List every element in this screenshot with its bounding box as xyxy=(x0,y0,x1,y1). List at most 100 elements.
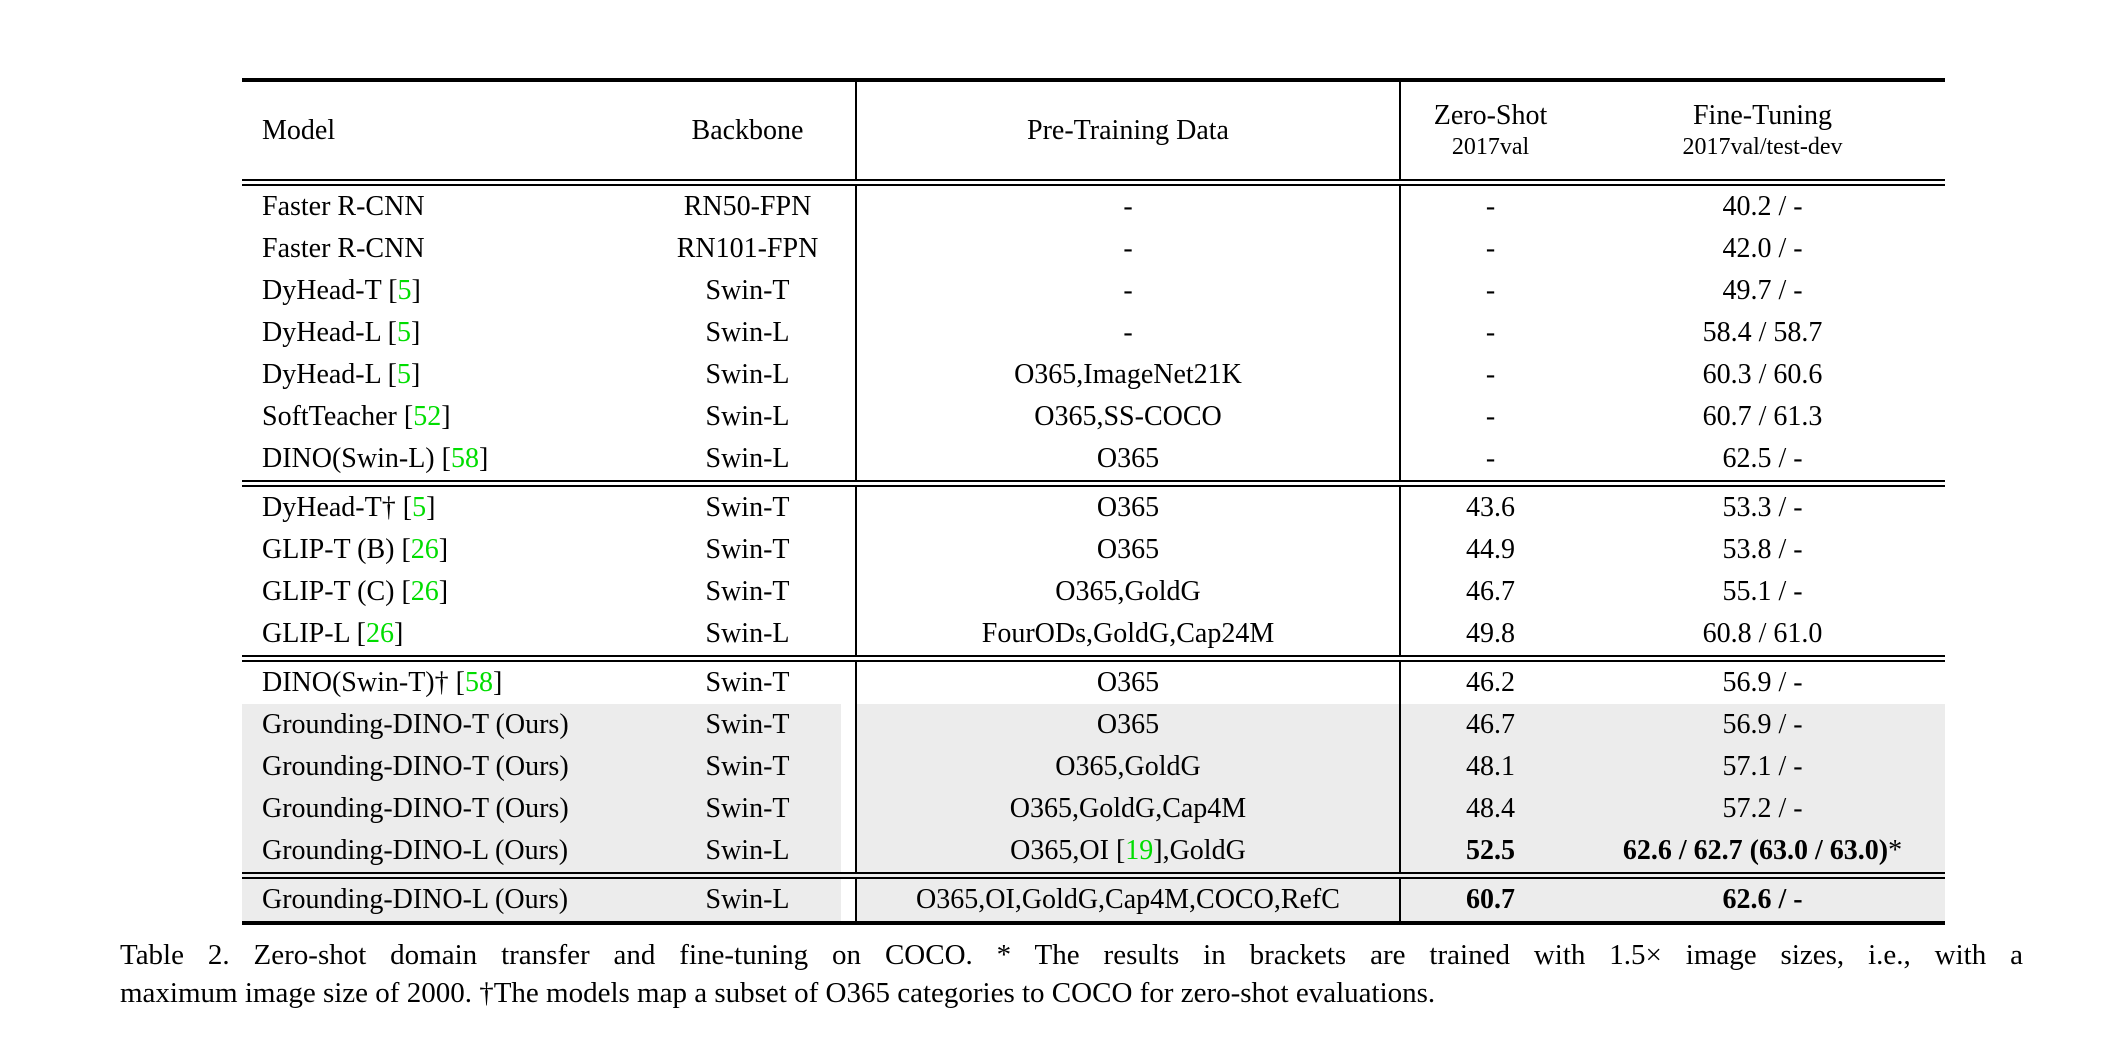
table-row: DINO(Swin-L) [58] Swin-L O365 - 62.5 / - xyxy=(242,438,1945,484)
cell-pretrain: - xyxy=(855,228,1400,270)
cell-model: DINO(Swin-L) [58] xyxy=(242,438,640,484)
cell-text: O365,GoldG,Cap4M xyxy=(1009,793,1247,824)
cell-text: 56.9 / - xyxy=(1722,667,1803,698)
cell-text: O365 xyxy=(1096,709,1160,740)
table-row: GLIP-T (C) [26] Swin-T O365,GoldG 46.7 55.1 … xyxy=(242,571,1945,613)
cell-text: 55.1 / - xyxy=(1722,576,1803,607)
cell-pretrain: O365,OI,GoldG,Cap4M,COCO,RefC xyxy=(855,875,1400,923)
cell-text: - xyxy=(1485,191,1496,222)
cell-backbone: Swin-L xyxy=(705,443,790,474)
table-row: DyHead-T [5] Swin-T - - 49.7 / - xyxy=(242,270,1945,312)
cell-finetune: 53.3 / - xyxy=(1580,484,1945,530)
cell-model: GLIP-L [26] xyxy=(242,613,640,659)
cell-text: 40.2 / - xyxy=(1722,191,1803,222)
table-row: Grounding-DINO-L (Ours) Swin-L O365,OI [19… xyxy=(242,830,1945,876)
cell-backbone: Swin-T xyxy=(640,704,856,746)
cell-text: GLIP-L [ xyxy=(262,618,366,649)
cell-text: - xyxy=(1123,317,1133,348)
cell-zeroshot: - xyxy=(1399,270,1580,312)
cell-text: ] xyxy=(411,275,421,306)
cell-pretrain: O365 xyxy=(855,704,1400,746)
cell-pretrain: O365 xyxy=(855,658,1400,704)
col-header-model: Model xyxy=(262,114,336,146)
cell-finetune: 57.1 / - xyxy=(1580,746,1945,788)
cell-finetune: 58.4 / 58.7 xyxy=(1580,312,1945,354)
cell-text: - xyxy=(1485,233,1496,264)
table-caption: Table 2. Zero-shot domain transfer and f… xyxy=(120,936,2023,1012)
table-row: DyHead-T† [5] Swin-T O365 43.6 53.3 / - xyxy=(242,483,1945,530)
cell-backbone: Swin-T xyxy=(705,492,790,523)
cell-finetune: 62.6 / 62.7 (63.0 / 63.0)* xyxy=(1580,830,1945,876)
cell-text: 46.7 xyxy=(1466,709,1515,740)
cell-pretrain: - xyxy=(855,312,1400,354)
cell-text: - xyxy=(1123,275,1133,306)
cell-zeroshot: - xyxy=(1399,396,1580,438)
cell-text: 56.9 / - xyxy=(1722,709,1803,740)
cell-model: Faster R-CNN xyxy=(242,228,640,270)
cell-text: - xyxy=(1123,233,1133,264)
header-row: Model Backbone Pre-Training Data Zero-Sh… xyxy=(242,80,1945,183)
cell-text: O365 xyxy=(1096,667,1160,698)
cell-pretrain: O365,GoldG xyxy=(855,746,1400,788)
cell-finetune: 62.5 / - xyxy=(1580,438,1945,484)
cell-model: Grounding-DINO-L (Ours) xyxy=(242,875,640,923)
cell-text: - xyxy=(1485,275,1496,306)
table-row: GLIP-L [26] Swin-L FourODs,GoldG,Cap24M 49.… xyxy=(242,613,1945,659)
cell-text: 57.1 / - xyxy=(1722,751,1803,782)
cell-zeroshot: - xyxy=(1399,312,1580,354)
caption-line-2: maximum image size of 2000. †The models … xyxy=(120,977,1436,1009)
col-header-fine-tuning: Fine-Tuning 2017val/test-dev xyxy=(1580,80,1945,183)
cell-backbone: RN101-FPN xyxy=(676,233,819,264)
cell-zeroshot: 46.7 xyxy=(1399,704,1580,746)
cell-text: 60.8 / 61.0 xyxy=(1702,618,1823,649)
cell-text: Grounding-DINO-L (Ours) xyxy=(262,884,569,915)
citation-number: 52 xyxy=(413,401,442,432)
cell-finetune: 49.7 / - xyxy=(1580,270,1945,312)
cell-text: Grounding-DINO-T (Ours) xyxy=(262,793,569,824)
cell-model: SoftTeacher [52] xyxy=(242,396,640,438)
cell-text: 42.0 / - xyxy=(1722,233,1803,264)
cell-zeroshot: 49.8 xyxy=(1399,613,1580,659)
cell-pretrain: O365,GoldG,Cap4M xyxy=(855,788,1400,830)
cell-backbone: Swin-L xyxy=(640,830,856,876)
cell-text: O365 xyxy=(1096,443,1160,474)
table-row: Grounding-DINO-T (Ours) Swin-T O365,GoldG,… xyxy=(242,788,1945,830)
cell-text: Faster R-CNN xyxy=(262,233,425,264)
cell-backbone: Swin-T xyxy=(705,667,790,698)
cell-text: O365,GoldG xyxy=(1055,751,1201,782)
cell-zeroshot: 48.1 xyxy=(1399,746,1580,788)
cell-pretrain: O365 xyxy=(855,438,1400,484)
cell-text: 48.1 xyxy=(1466,751,1515,782)
cell-model: DINO(Swin-T)† [58] xyxy=(242,659,640,705)
cell-model: Grounding-DINO-T (Ours) xyxy=(242,788,640,830)
citation-number: 5 xyxy=(397,275,412,306)
cell-zeroshot: 43.6 xyxy=(1399,483,1580,529)
cell-text: 60.7 xyxy=(1466,884,1515,915)
cell-text: DINO(Swin-T)† [ xyxy=(262,667,465,698)
cell-text: ] xyxy=(411,317,421,348)
cell-pretrain: O365,GoldG xyxy=(855,571,1400,613)
cell-text: 62.6 / 62.7 (63.0 / 63.0) xyxy=(1622,835,1889,866)
cell-text: O365,OI,GoldG,Cap4M,COCO,RefC xyxy=(916,884,1340,915)
table-row: Faster R-CNN RN50-FPN - - 40.2 / - xyxy=(242,182,1945,229)
cell-pretrain: O365 xyxy=(855,483,1400,529)
cell-text: GLIP-T (C) [ xyxy=(262,576,411,607)
citation-number: 26 xyxy=(365,618,394,649)
cell-text: 62.5 / - xyxy=(1722,443,1803,474)
cell-text: 60.3 / 60.6 xyxy=(1702,359,1823,390)
cell-text: O365,OI [ xyxy=(1010,835,1126,866)
cell-text: * xyxy=(1888,835,1903,866)
cell-pretrain: FourODs,GoldG,Cap24M xyxy=(855,613,1400,659)
cell-zeroshot: 46.7 xyxy=(1399,571,1580,613)
cell-text: Faster R-CNN xyxy=(262,191,425,222)
cell-zeroshot: 44.9 xyxy=(1399,529,1580,571)
cell-text: 49.7 / - xyxy=(1722,275,1803,306)
cell-text: 58.4 / 58.7 xyxy=(1702,317,1823,348)
cell-pretrain: - xyxy=(855,270,1400,312)
cell-finetune: 40.2 / - xyxy=(1580,183,1945,229)
cell-backbone: Swin-L xyxy=(705,359,790,390)
cell-text: 44.9 xyxy=(1466,534,1515,565)
cell-zeroshot: 46.2 xyxy=(1399,658,1580,704)
cell-backbone: Swin-L xyxy=(640,875,856,923)
cell-text: 57.2 / - xyxy=(1722,793,1803,824)
